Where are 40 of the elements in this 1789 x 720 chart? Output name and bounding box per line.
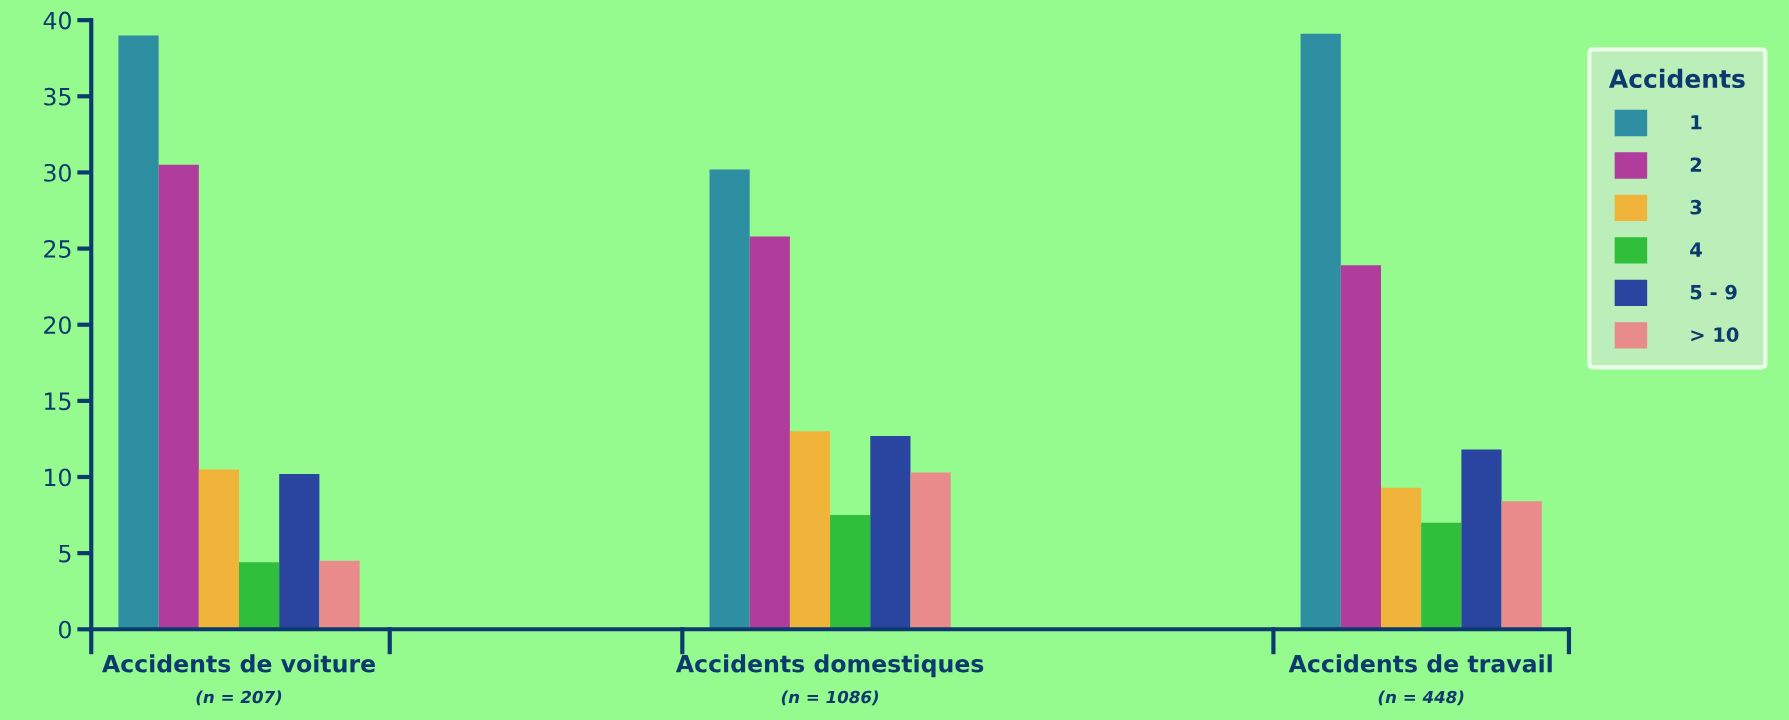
legend-label: 3 bbox=[1690, 199, 1702, 215]
bar bbox=[910, 472, 951, 630]
bar bbox=[789, 431, 831, 630]
legend-label: 1 bbox=[1691, 115, 1702, 130]
bar bbox=[1340, 265, 1381, 630]
text: (n = 1086) bbox=[781, 690, 879, 706]
x-tick-label: Accidents domestiques bbox=[675, 654, 984, 678]
y-tick-label: 10 bbox=[45, 468, 71, 487]
bar bbox=[1380, 487, 1422, 630]
bar bbox=[118, 35, 159, 630]
bar bbox=[279, 473, 320, 630]
legend-label: 5 - 9 bbox=[1690, 284, 1737, 300]
text: (n = 448) bbox=[1378, 690, 1464, 706]
text: (n = 207) bbox=[196, 690, 282, 706]
legend-label: > 10 bbox=[1691, 327, 1739, 343]
bar bbox=[749, 236, 790, 630]
bar bbox=[709, 169, 750, 630]
y-tick-label: 5 bbox=[59, 544, 71, 563]
legend-title: Accidents bbox=[1608, 68, 1745, 89]
bar bbox=[1421, 522, 1462, 630]
x-tick-label: Accidents de voiture bbox=[102, 654, 375, 673]
legend-label: 2 bbox=[1690, 157, 1702, 172]
bar bbox=[158, 164, 199, 630]
bar bbox=[1501, 501, 1542, 630]
bar bbox=[198, 469, 240, 630]
y-tick-label: 0 bbox=[59, 620, 71, 639]
y-tick-label: 20 bbox=[44, 316, 71, 335]
bar bbox=[830, 515, 871, 630]
y-tick-label: 40 bbox=[43, 11, 71, 30]
bar bbox=[319, 560, 360, 630]
bar bbox=[1461, 449, 1502, 630]
bar bbox=[1300, 33, 1341, 630]
x-tick-label: Accidents de travail bbox=[1288, 654, 1552, 673]
y-tick-label: 35 bbox=[44, 87, 71, 106]
bar bbox=[870, 435, 911, 630]
bar bbox=[239, 562, 280, 630]
y-tick-label: 25 bbox=[44, 240, 71, 258]
legend-label: 4 bbox=[1690, 242, 1702, 257]
y-tick-label: 30 bbox=[44, 163, 71, 182]
y-tick-label: 15 bbox=[45, 392, 71, 411]
